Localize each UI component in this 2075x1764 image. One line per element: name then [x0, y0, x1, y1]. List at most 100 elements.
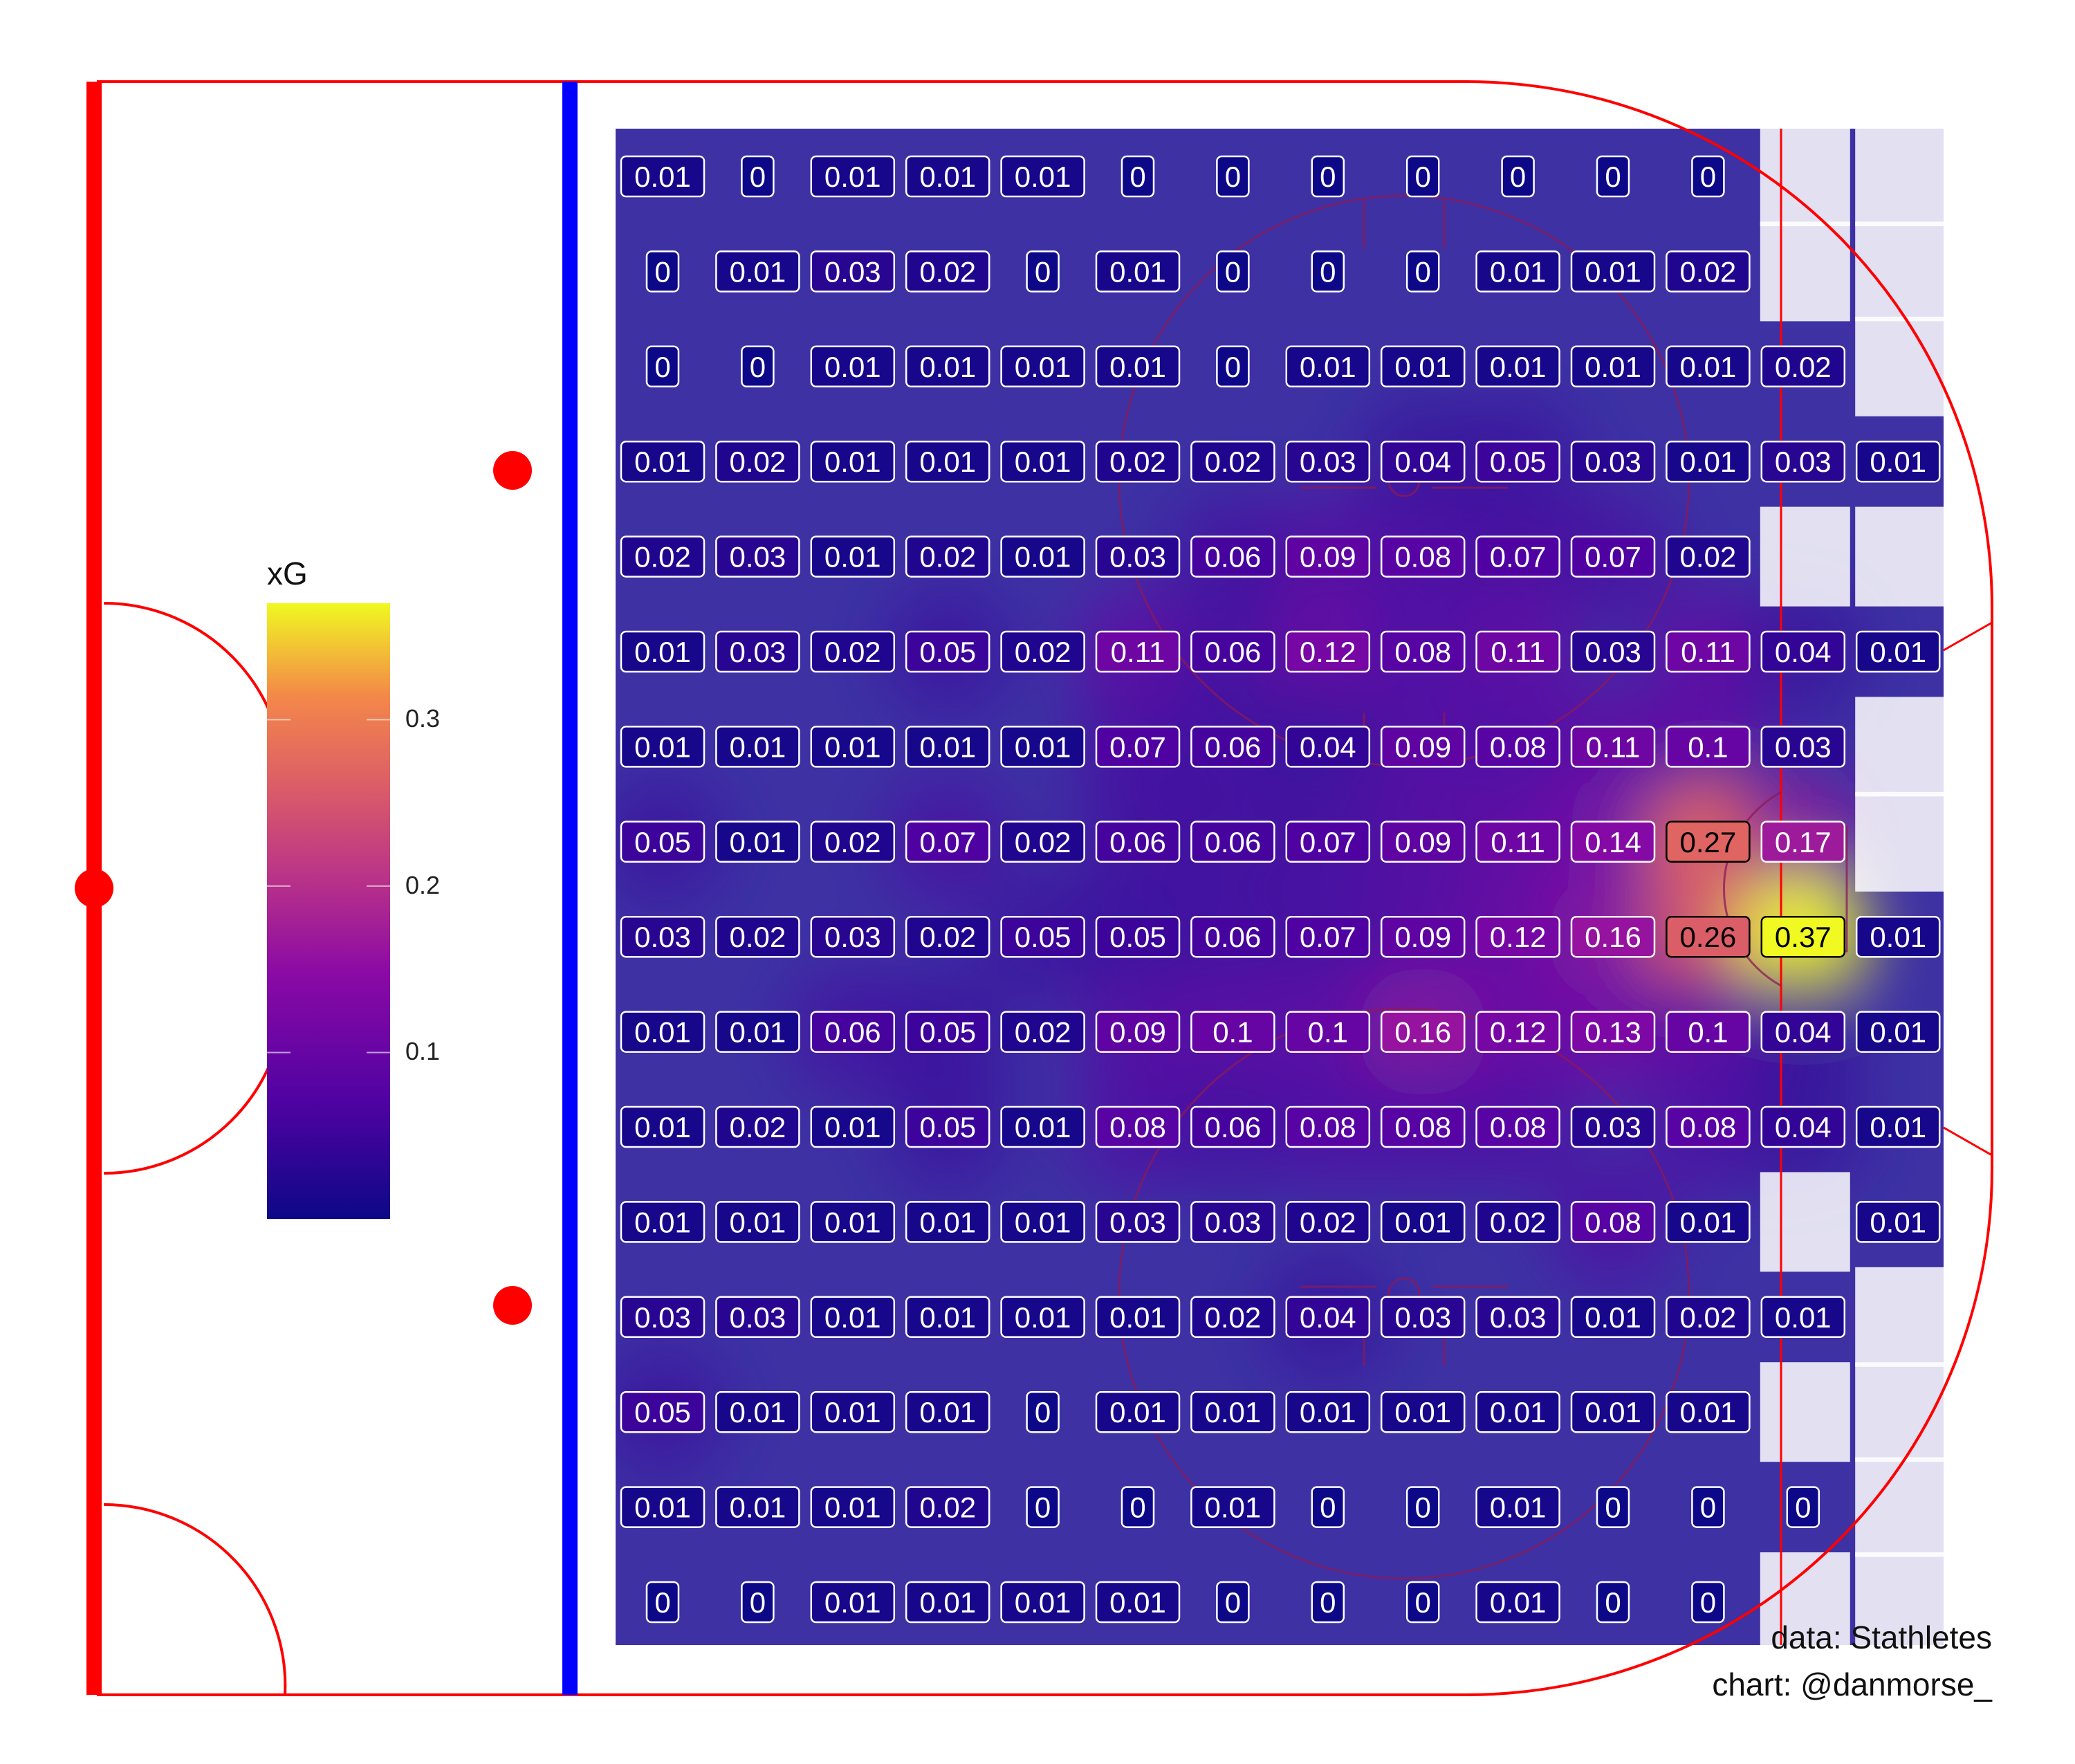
cell-label-box — [1285, 1296, 1371, 1339]
cell-label-box — [741, 155, 775, 198]
cell-label-box — [1285, 345, 1371, 388]
cell-label: 0.02 — [810, 630, 896, 673]
cell-label: 0.03 — [1095, 535, 1181, 578]
cell-value: 0.05 — [634, 826, 691, 858]
cell-value: 0.14 — [1585, 826, 1641, 858]
legend-colorbar — [267, 603, 390, 1219]
cell-value: 0.06 — [1205, 1111, 1262, 1143]
cell-label: 0.05 — [905, 1105, 990, 1148]
cell-value: 0.07 — [1300, 921, 1356, 953]
cell-label: 0.03 — [620, 1296, 706, 1339]
cell-label-box — [715, 1486, 800, 1528]
cell-label-box — [1095, 820, 1181, 863]
cell-label: 0.02 — [905, 1486, 990, 1528]
cell-value: 0.01 — [730, 826, 786, 858]
cell-label: 0.12 — [1285, 630, 1371, 673]
cell-label-box — [1000, 1011, 1085, 1053]
cell-value: 0.02 — [919, 921, 976, 953]
cell-label-box — [1475, 1105, 1560, 1148]
cell-label-box — [905, 1486, 990, 1528]
cell-label-box — [1026, 250, 1060, 293]
cell-label-box — [1380, 440, 1466, 483]
cell-value: 0.16 — [1585, 921, 1641, 953]
cell-label-box — [1855, 915, 1941, 958]
cell-label: 0.14 — [1570, 820, 1656, 863]
cell-value: 0.01 — [730, 1016, 786, 1049]
cell-label: 0.01 — [1855, 1011, 1941, 1053]
cell-label: 0.06 — [1095, 820, 1181, 863]
cell-value: 0.06 — [1109, 826, 1166, 858]
cell-label: 0 — [1026, 1486, 1060, 1528]
cell-value: 0 — [1510, 160, 1526, 193]
cell-label-box — [715, 1201, 800, 1243]
cell-label: 0 — [1501, 155, 1535, 198]
cell-label-box — [1285, 726, 1371, 768]
cell-value: 0.12 — [1490, 1016, 1547, 1049]
cell-label: 0.03 — [1095, 1201, 1181, 1243]
cell-label: 0.07 — [1475, 535, 1560, 578]
boards-tick-lower — [1943, 1126, 1993, 1157]
cell-label-box — [905, 630, 990, 673]
cell-label: 0.04 — [1380, 440, 1466, 483]
cell-label: 0.07 — [1285, 820, 1371, 863]
cell-label: 0 — [1311, 1486, 1345, 1528]
cell-label-box — [1285, 1011, 1371, 1053]
cell-value: 0.05 — [919, 1111, 976, 1143]
cell-label-box — [1000, 726, 1085, 768]
cell-label: 0.01 — [620, 1105, 706, 1148]
empty-cell-fade — [1855, 506, 1946, 607]
cell-label: 0 — [741, 155, 775, 198]
cell-label-box — [620, 1390, 706, 1433]
cell-label-box — [905, 726, 990, 768]
cell-label: 0.03 — [1380, 1296, 1466, 1339]
cell-label: 0 — [1120, 155, 1155, 198]
cell-label: 0 — [1311, 250, 1345, 293]
cell-value: 0 — [1320, 255, 1336, 288]
cell-label-box — [1760, 1011, 1846, 1053]
cell-value: 0.01 — [919, 351, 976, 383]
cell-label-box — [1666, 1011, 1751, 1053]
legend-tick-label-0.2: 0.2 — [405, 870, 441, 899]
cell-label-box — [1786, 1486, 1820, 1528]
empty-cell-fade — [1760, 1362, 1850, 1462]
cell-value: 0 — [1129, 160, 1145, 193]
cell-label-box — [905, 1296, 990, 1339]
cell-label: 0.1 — [1666, 1011, 1751, 1053]
cell-label: 0.01 — [1666, 1390, 1751, 1433]
cell-label: 0 — [1691, 1486, 1725, 1528]
cell-label: 0.09 — [1380, 726, 1466, 768]
cell-value: 0.02 — [730, 1111, 786, 1143]
cell-value: 0.01 — [730, 255, 786, 288]
cell-label-box — [1570, 1201, 1656, 1243]
cell-label: 0.02 — [810, 820, 896, 863]
cell-value: 0.08 — [1394, 636, 1451, 668]
cell-label-box — [905, 820, 990, 863]
cell-label: 0.01 — [1000, 1581, 1085, 1624]
cell-label-box — [810, 155, 896, 198]
cell-value: 0.03 — [1585, 445, 1641, 478]
cell-value: 0.01 — [1015, 1301, 1071, 1334]
cell-label-box — [810, 250, 896, 293]
cell-value: 0.01 — [1680, 445, 1737, 478]
cell-label-box — [1120, 1486, 1155, 1528]
cell-label-box — [1285, 440, 1371, 483]
cell-label: 0.08 — [1666, 1105, 1751, 1148]
cell-value: 0.01 — [634, 1016, 691, 1049]
cell-label-box — [715, 630, 800, 673]
cell-label: 0.06 — [1190, 535, 1275, 578]
cell-label: 0.06 — [810, 1011, 896, 1053]
cell-value: 0.02 — [919, 541, 976, 573]
cell-value: 0 — [1415, 160, 1431, 193]
cell-value: 0.01 — [824, 445, 881, 478]
cell-label-box — [1380, 915, 1466, 958]
cell-label: 0.01 — [1000, 345, 1085, 388]
cell-value: 0.02 — [1680, 255, 1737, 288]
cell-label: 0.07 — [1285, 915, 1371, 958]
cell-label: 0.11 — [1570, 726, 1656, 768]
cell-label: 0 — [1120, 1486, 1155, 1528]
cell-value: 0.03 — [1585, 1111, 1641, 1143]
cell-value: 0.05 — [919, 1016, 976, 1049]
cell-label-box — [905, 345, 990, 388]
cell-label-box — [1000, 1201, 1085, 1243]
cell-label: 0.01 — [715, 250, 800, 293]
